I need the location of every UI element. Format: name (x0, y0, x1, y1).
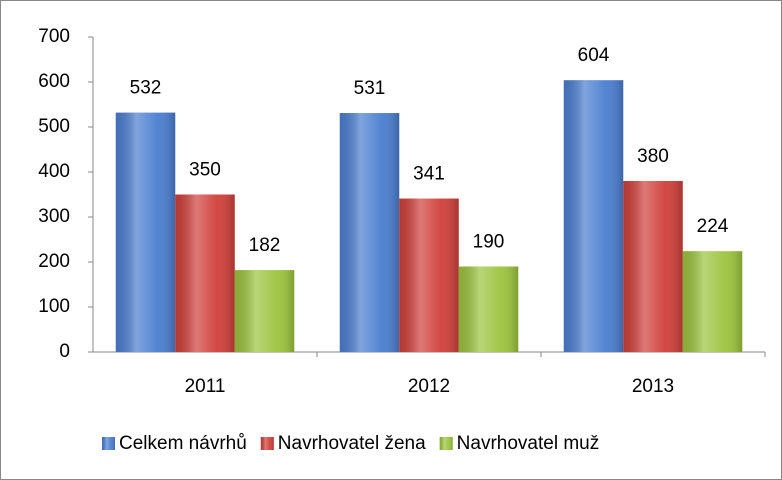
legend-label: Navrhovatel žena (278, 433, 426, 454)
data-label: 190 (473, 232, 505, 253)
data-label: 604 (578, 45, 610, 66)
bar-shade (234, 270, 295, 352)
bar-shade (458, 266, 519, 352)
data-label: 532 (130, 78, 162, 99)
legend-label: Celkem návrhů (119, 433, 247, 454)
bar-shade (339, 113, 400, 352)
y-tick-label: 500 (38, 116, 70, 137)
bar-shade (399, 198, 459, 352)
legend-label: Navrhovatel muž (457, 433, 600, 454)
y-tick-label: 0 (59, 341, 70, 362)
data-label: 182 (249, 235, 281, 256)
y-tick-label: 100 (38, 296, 70, 317)
data-label: 350 (189, 160, 221, 181)
bar-shade (563, 80, 624, 352)
bar-shade (682, 251, 743, 352)
data-label: 341 (413, 164, 445, 185)
legend-swatch-shade (260, 437, 274, 450)
y-tick-label: 600 (38, 71, 70, 92)
y-tick-label: 200 (38, 251, 70, 272)
y-tick-label: 700 (38, 26, 70, 47)
y-tick-label: 300 (38, 206, 70, 227)
bar-shade (115, 112, 176, 352)
x-tick-label: 2013 (632, 376, 674, 397)
x-tick-label: 2012 (408, 376, 450, 397)
bar-shade (175, 194, 235, 352)
legend-swatch-shade (439, 437, 453, 450)
data-label: 224 (697, 216, 729, 237)
bar-shade (623, 181, 683, 352)
data-label: 380 (637, 146, 669, 167)
x-tick-label: 2011 (185, 376, 226, 397)
y-tick-label: 400 (38, 161, 70, 182)
data-label: 531 (354, 78, 386, 99)
legend-swatch-shade (102, 437, 115, 450)
